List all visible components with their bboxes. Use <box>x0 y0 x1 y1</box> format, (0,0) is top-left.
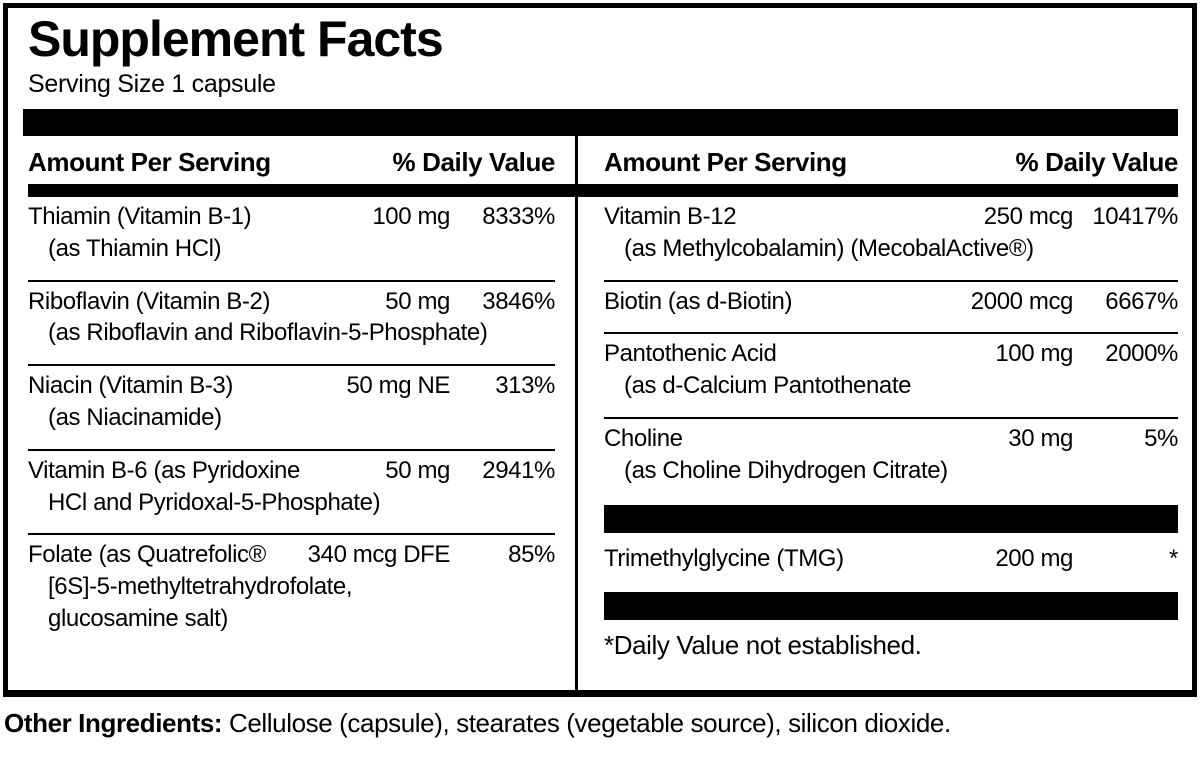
nutrient-row: Trimethylglycine (TMG) 200 mg * <box>604 539 1178 590</box>
nutrient-amount: 50 mg <box>385 287 450 315</box>
nutrient-daily-value: 3846% <box>482 287 555 315</box>
nutrient-row: Choline 30 mg 5% (as Choline Dihydrogen Cit… <box>604 416 1178 502</box>
nutrient-amount: 50 mg NE <box>346 372 450 400</box>
header-divider-bar <box>28 184 575 197</box>
nutrient-amount: 200 mg <box>995 544 1073 572</box>
nutrient-row: Niacin (Vitamin B-3) 50 mg NE 313% (as Niac… <box>28 364 555 449</box>
nutrient-name: Folate (as Quatrefolic® <box>28 541 266 569</box>
amount-per-serving-header: Amount Per Serving <box>28 147 271 177</box>
nutrient-subline: (as Riboflavin and Riboflavin-5-Phosphat… <box>48 319 488 347</box>
nutrient-amount: 30 mg <box>1008 424 1073 452</box>
daily-value-footnote: *Daily Value not established. <box>604 630 922 661</box>
nutrient-row: Biotin (as d-Biotin) 2000 mcg 6667% <box>604 279 1178 333</box>
nutrient-subline: (as d-Calcium Pantothenate <box>624 372 912 400</box>
other-ingredients-label: Other Ingredients: <box>4 708 223 738</box>
nutrient-name: Riboflavin (Vitamin B-2) <box>28 287 271 315</box>
nutrient-daily-value: 313% <box>495 372 555 400</box>
nutrient-row-main: Riboflavin (Vitamin B-2) 50 mg 3846% <box>28 288 555 317</box>
nutrient-row-main: Choline 30 mg 5% <box>604 425 1178 454</box>
nutrient-row: Folate (as Quatrefolic® 340 mcg DFE 85% [6S… <box>28 533 555 649</box>
nutrient-row: Pantothenic Acid 100 mg 2000% (as d-Calcium… <box>604 332 1178 417</box>
nutrient-daily-value: 6667% <box>1105 287 1178 315</box>
nutrient-amount: 250 mcg <box>983 203 1074 230</box>
daily-value-header: % Daily Value <box>1015 147 1178 177</box>
nutrient-amount: 100 mg <box>372 203 450 230</box>
right-column-header: Amount Per Serving % Daily Value <box>604 136 1178 184</box>
nutrient-amount: 100 mg <box>995 340 1073 368</box>
nutrient-row-main: Biotin (as d-Biotin) 2000 mcg 6667% <box>604 288 1178 317</box>
nutrient-daily-value: * <box>1169 544 1178 572</box>
amount-per-serving-header: Amount Per Serving <box>604 147 847 177</box>
nutrient-row: Thiamin (Vitamin B-1) 100 mg 8333% (as Thia… <box>28 197 555 280</box>
daily-value-header: % Daily Value <box>392 147 556 177</box>
other-ingredients-text: Cellulose (capsule), stearates (vegetabl… <box>222 708 951 738</box>
nutrient-row: Vitamin B-6 (as Pyridoxine 50 mg 2941% HCl … <box>28 448 555 534</box>
left-column: Amount Per Serving % Daily Value Thiamin… <box>28 136 578 690</box>
nutrient-subline: glucosamine salt) <box>48 604 228 632</box>
panel-title: Supplement Facts <box>28 11 444 67</box>
nutrient-daily-value: 10417% <box>1092 203 1178 230</box>
nutrient-row: Vitamin B-12 250 mcg 10417% (as Methylcobal… <box>604 197 1178 280</box>
nutrient-name: Vitamin B-12 <box>604 203 737 230</box>
top-divider-bar <box>23 109 1178 136</box>
left-column-header: Amount Per Serving % Daily Value <box>28 136 555 184</box>
left-column-rows: Thiamin (Vitamin B-1) 100 mg 8333% (as Thia… <box>28 197 555 650</box>
nutrient-amount: 340 mcg DFE <box>307 541 451 569</box>
nutrient-row-main: Niacin (Vitamin B-3) 50 mg NE 313% <box>28 372 555 401</box>
nutrient-daily-value: 5% <box>1144 424 1178 452</box>
nutrient-daily-value: 85% <box>508 541 555 569</box>
nutrient-daily-value: 8333% <box>482 203 555 230</box>
nutrient-row-main: Vitamin B-6 (as Pyridoxine 50 mg 2941% <box>28 457 555 486</box>
header-divider-bar <box>578 184 1178 197</box>
nutrient-name: Biotin (as d-Biotin) <box>604 287 793 315</box>
nutrient-daily-value: 2000% <box>1105 340 1178 368</box>
nutrient-daily-value: 2941% <box>482 456 555 484</box>
nutrient-row: Riboflavin (Vitamin B-2) 50 mg 3846% (as Ri… <box>28 279 555 365</box>
right-column: Amount Per Serving % Daily Value Vitamin… <box>578 136 1178 690</box>
nutrient-name: Thiamin (Vitamin B-1) <box>28 203 252 230</box>
nutrient-subline: (as Niacinamide) <box>48 403 222 431</box>
nutrient-name: Vitamin B-6 (as Pyridoxine <box>28 456 300 484</box>
nutrient-amount: 50 mg <box>385 456 450 484</box>
nutrient-subline: (as Thiamin HCl) <box>48 234 222 262</box>
nutrient-subline: (as Choline Dihydrogen Citrate) <box>624 456 948 484</box>
nutrient-row-main: Thiamin (Vitamin B-1) 100 mg 8333% <box>28 203 555 232</box>
nutrient-columns: Amount Per Serving % Daily Value Thiamin… <box>28 136 1178 690</box>
supplement-facts-panel: Supplement Facts Serving Size 1 capsule … <box>3 3 1197 697</box>
nutrient-name: Pantothenic Acid <box>604 340 777 368</box>
section-divider-bar <box>604 504 1178 533</box>
nutrient-name: Niacin (Vitamin B-3) <box>28 372 233 400</box>
section-divider-bar <box>604 592 1178 621</box>
nutrient-amount: 2000 mcg <box>970 287 1074 315</box>
nutrient-subline: [6S]-5-methyltetrahydrofolate, <box>48 573 353 601</box>
nutrient-row-main: Trimethylglycine (TMG) 200 mg * <box>604 545 1178 574</box>
right-column-rows: Vitamin B-12 250 mcg 10417% (as Methylcobal… <box>604 197 1178 671</box>
nutrient-subline: HCl and Pyridoxal-5-Phosphate) <box>48 488 381 516</box>
nutrient-subline: (as Methylcobalamin) (MecobalActive®) <box>624 234 1034 262</box>
nutrient-name: Choline <box>604 424 683 452</box>
nutrient-row-main: Vitamin B-12 250 mcg 10417% <box>604 203 1178 232</box>
other-ingredients: Other Ingredients: Cellulose (capsule), … <box>4 708 951 739</box>
nutrient-row-main: Folate (as Quatrefolic® 340 mcg DFE 85% <box>28 541 555 570</box>
nutrient-name: Trimethylglycine (TMG) <box>604 544 844 572</box>
nutrient-row-main: Pantothenic Acid 100 mg 2000% <box>604 340 1178 369</box>
serving-size: Serving Size 1 capsule <box>28 70 276 98</box>
